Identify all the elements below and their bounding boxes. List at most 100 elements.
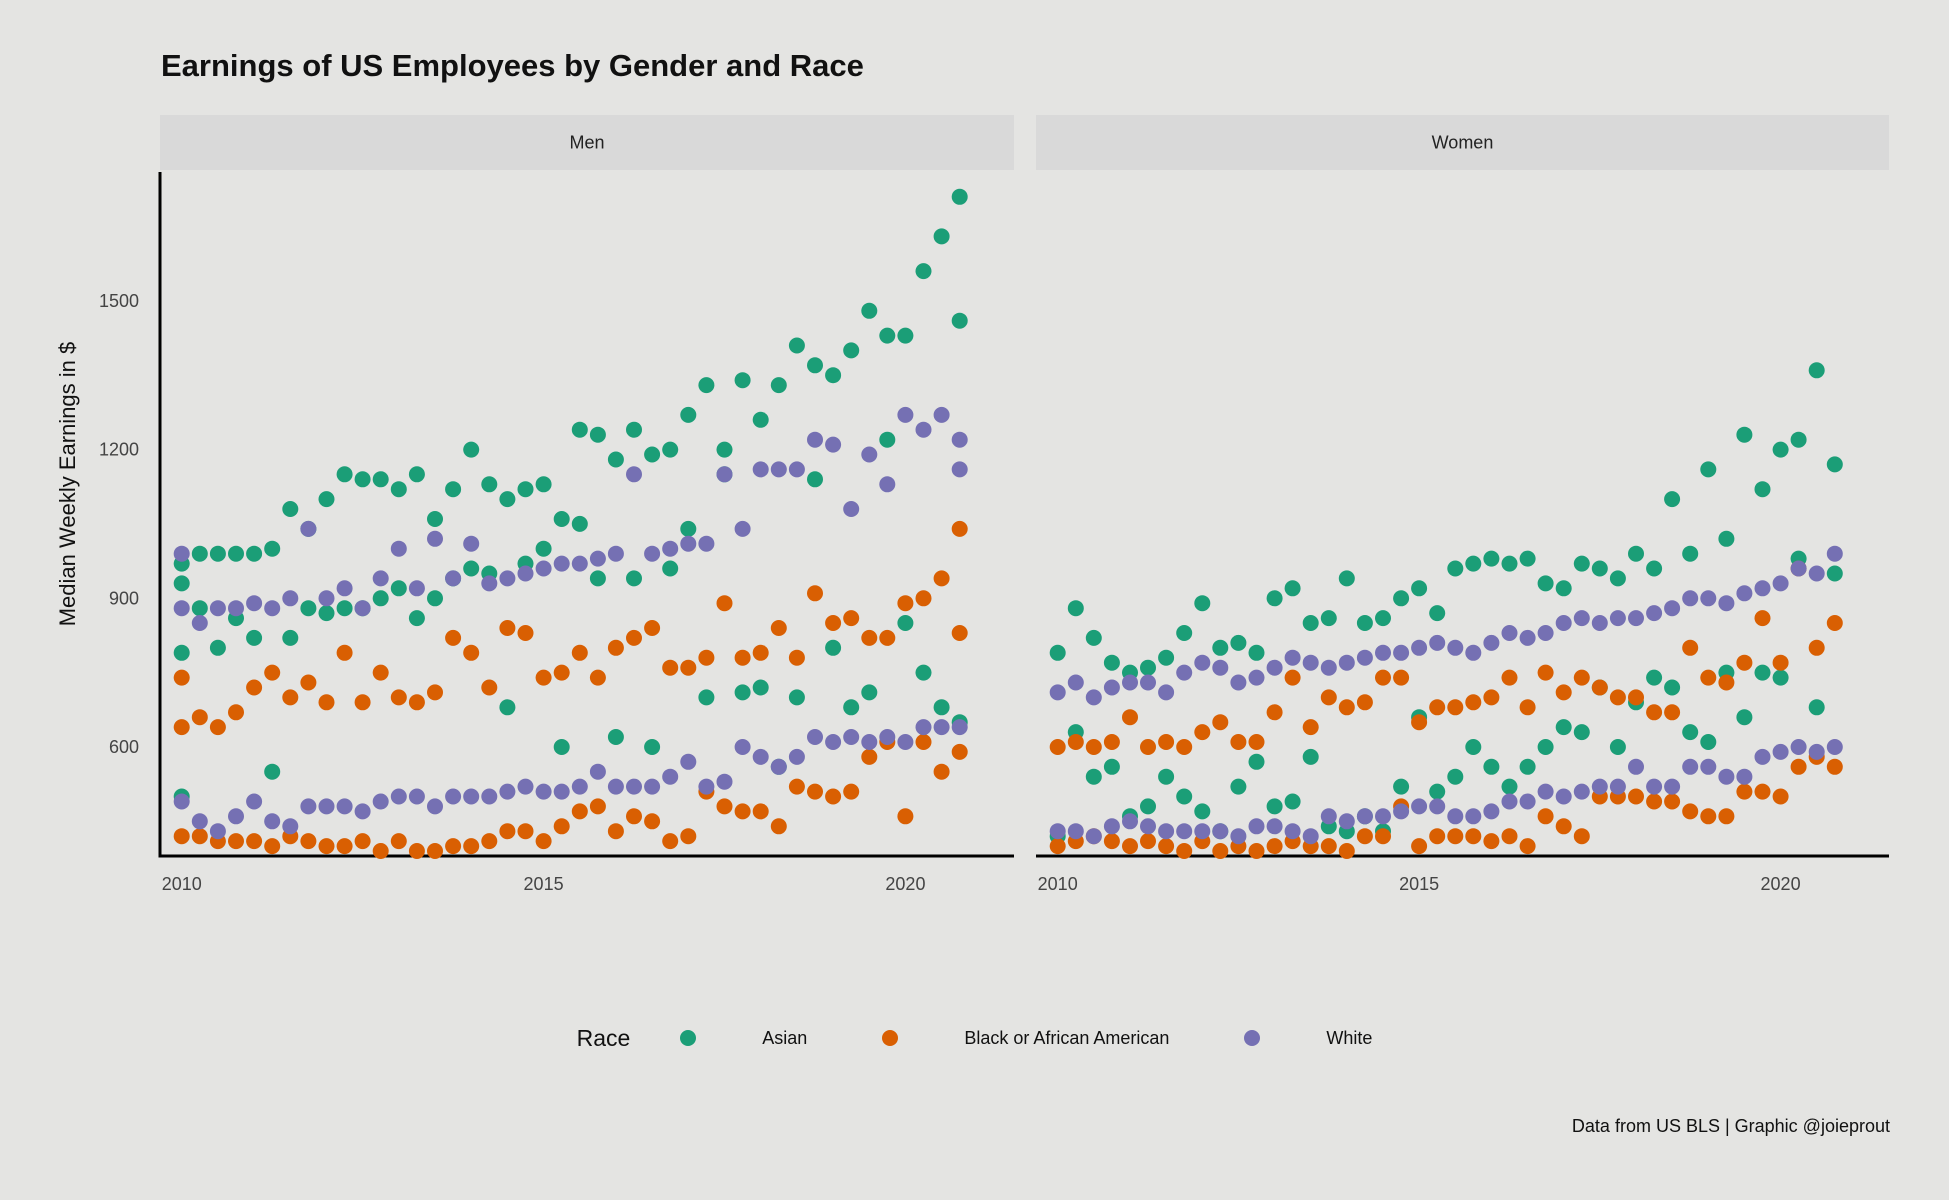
- point-women-white-17: [1194, 654, 1211, 671]
- point-men-white-23: [372, 793, 389, 810]
- point-women-asian-77: [1736, 426, 1753, 443]
- point-women-black-or-african-american-17: [1194, 724, 1211, 741]
- point-women-white-67: [1646, 605, 1663, 622]
- point-women-black-or-african-american-69: [1664, 704, 1681, 721]
- point-men-black-or-african-american-11: [264, 838, 281, 855]
- point-men-white-73: [825, 734, 842, 750]
- point-men-asian-47: [571, 421, 588, 438]
- point-women-black-or-african-american-73: [1700, 669, 1717, 686]
- point-men-white-30: [427, 530, 443, 547]
- point-women-black-or-african-american-11: [1140, 739, 1156, 755]
- x-tick-label-women-2010: 2010: [1038, 874, 1078, 894]
- point-men-white-45: [571, 778, 588, 795]
- point-men-white-65: [752, 748, 769, 765]
- legend-key-black: [882, 1030, 899, 1046]
- facet-label-women: Women: [1432, 133, 1494, 153]
- point-men-asian-28: [408, 610, 425, 627]
- point-men-black-or-african-american-55: [662, 833, 679, 850]
- x-tick-label-women-2015: 2015: [1399, 874, 1439, 894]
- point-women-asian-22: [1248, 753, 1265, 770]
- point-men-black-or-african-american-53: [644, 813, 661, 830]
- point-women-asian-42: [1429, 783, 1446, 800]
- point-women-asian-54: [1537, 739, 1554, 755]
- point-men-black-or-african-american-32: [445, 629, 462, 646]
- point-men-white-68: [770, 461, 787, 478]
- point-men-asian-27: [390, 481, 407, 498]
- point-men-black-or-african-american-19: [336, 838, 353, 855]
- point-men-asian-35: [463, 441, 480, 458]
- point-men-white-77: [861, 734, 878, 750]
- point-men-asian-51: [607, 451, 624, 468]
- point-women-white-59: [1573, 610, 1590, 627]
- point-men-asian-7: [209, 545, 226, 562]
- point-women-black-or-african-american-78: [1754, 783, 1771, 800]
- point-men-black-or-african-american-27: [408, 843, 425, 859]
- point-women-asian-1: [1049, 644, 1066, 661]
- point-men-asian-42: [535, 540, 552, 557]
- point-women-black-or-african-american-42: [1429, 828, 1446, 845]
- point-women-asian-17: [1194, 595, 1211, 612]
- point-men-black-or-african-american-60: [698, 649, 715, 666]
- point-men-asian-12: [264, 763, 281, 780]
- point-women-white-18: [1212, 823, 1229, 840]
- point-women-black-or-african-american-1: [1049, 739, 1066, 755]
- point-men-black-or-african-american-38: [499, 620, 516, 636]
- point-men-black-or-african-american-74: [825, 615, 842, 631]
- point-men-white-19: [336, 798, 353, 815]
- point-men-white-46: [571, 555, 588, 572]
- point-women-black-or-african-american-3: [1067, 734, 1084, 750]
- point-men-white-39: [517, 778, 534, 795]
- point-women-black-or-african-american-14: [1176, 843, 1193, 859]
- point-women-white-57: [1555, 615, 1572, 631]
- point-women-black-or-african-american-19: [1212, 714, 1229, 731]
- point-men-white-14: [282, 590, 299, 607]
- point-men-white-27: [408, 788, 425, 805]
- point-women-asian-49: [1483, 550, 1500, 567]
- legend-key-asian: [680, 1030, 697, 1046]
- point-women-asian-52: [1519, 758, 1536, 775]
- point-women-white-36: [1375, 808, 1391, 825]
- point-women-asian-6: [1103, 758, 1120, 775]
- point-men-black-or-african-american-86: [933, 570, 950, 587]
- legend-title: Race: [576, 1024, 631, 1051]
- point-women-asian-5: [1085, 629, 1102, 646]
- point-men-black-or-african-american-85: [933, 763, 950, 780]
- point-men-asian-80: [879, 431, 896, 448]
- point-men-asian-34: [463, 560, 480, 577]
- point-men-white-28: [408, 580, 425, 597]
- point-men-black-or-african-american-70: [788, 649, 805, 666]
- point-men-black-or-african-american-51: [626, 808, 642, 825]
- point-men-black-or-african-american-7: [228, 833, 244, 850]
- point-men-black-or-african-american-50: [607, 639, 624, 656]
- point-men-white-33: [463, 788, 480, 805]
- point-men-asian-38: [499, 699, 516, 716]
- point-men-white-75: [843, 729, 860, 745]
- point-women-asian-55: [1537, 575, 1554, 592]
- point-men-white-2: [173, 545, 190, 562]
- point-men-white-80: [879, 476, 896, 493]
- point-men-asian-72: [807, 471, 823, 488]
- point-women-black-or-african-american-25: [1266, 704, 1283, 721]
- point-men-black-or-african-american-65: [752, 803, 769, 820]
- point-men-white-1: [173, 600, 190, 617]
- point-men-white-41: [535, 783, 552, 800]
- point-women-white-85: [1808, 565, 1825, 582]
- point-men-black-or-african-american-66: [752, 644, 769, 661]
- point-men-white-76: [843, 501, 860, 517]
- point-men-white-61: [716, 773, 733, 790]
- point-men-black-or-african-american-3: [191, 828, 208, 845]
- point-women-white-32: [1338, 813, 1355, 830]
- point-men-white-4: [191, 615, 208, 631]
- point-men-white-87: [951, 719, 968, 736]
- point-women-white-16: [1194, 823, 1211, 840]
- point-men-asian-59: [680, 406, 697, 423]
- point-women-asian-59: [1573, 555, 1590, 572]
- point-men-black-or-african-american-24: [372, 664, 389, 681]
- point-women-asian-48: [1483, 758, 1500, 775]
- point-women-black-or-african-american-61: [1591, 679, 1608, 696]
- point-women-black-or-african-american-13: [1158, 734, 1175, 750]
- point-women-asian-80: [1772, 669, 1789, 686]
- point-men-white-32: [445, 570, 462, 587]
- point-men-black-or-african-american-87: [951, 743, 968, 760]
- point-women-white-43: [1429, 634, 1446, 651]
